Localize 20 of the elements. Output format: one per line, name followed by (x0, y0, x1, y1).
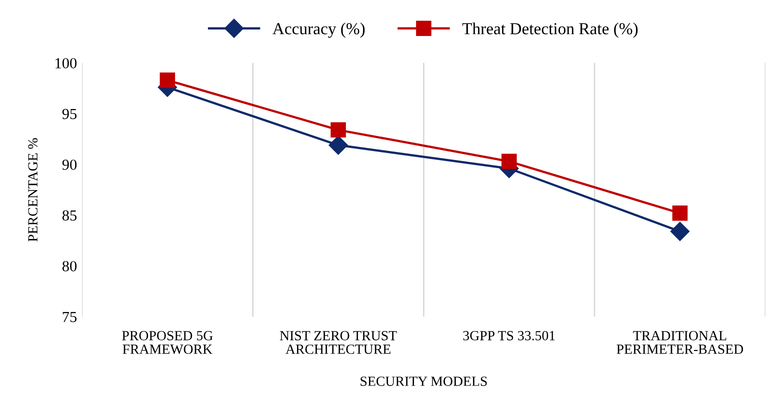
point (672, 206, 688, 221)
y-tick-label: 100 (56, 58, 77, 68)
y-tick-label: 80 (62, 261, 77, 272)
point (160, 72, 176, 88)
point (328, 136, 348, 155)
legend-label: Accuracy (%) (272, 22, 365, 38)
legend-label: Threat Detection Rate (%) (462, 22, 638, 38)
point (501, 154, 517, 170)
point (330, 122, 346, 138)
x-tick-label: NIST ZERO TRUST ARCHITECTURE (280, 331, 397, 354)
x-axis-title: SECURITY MODELS (360, 376, 487, 386)
y-tick-label: 75 (62, 312, 77, 322)
point (670, 222, 690, 241)
x-tick-label: TRADITIONAL PERIMETER-BASED (616, 331, 744, 354)
y-tick-label: 90 (62, 160, 77, 170)
x-tick-label: PROPOSED 5G FRAMEWORK (122, 331, 213, 354)
x-tick-label: 3GPP TS 33.501 (463, 330, 555, 340)
y-tick-label: 85 (62, 210, 77, 221)
y-axis-title: PERCENTAGE % (28, 138, 38, 242)
y-tick-label: 95 (62, 108, 77, 120)
